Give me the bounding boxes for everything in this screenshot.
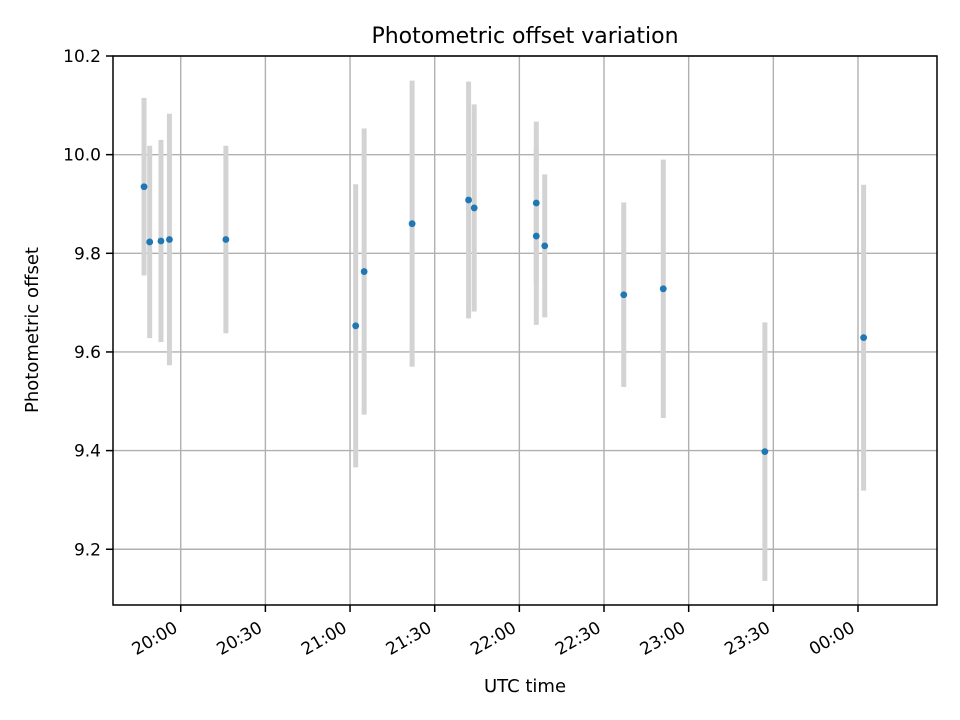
- x-tick-label: 20:30: [213, 618, 265, 660]
- y-tick-label: 9.8: [74, 244, 101, 264]
- data-point: [408, 220, 416, 228]
- data-point: [532, 199, 540, 207]
- y-tick-label: 10.2: [63, 47, 101, 67]
- data-point: [470, 204, 478, 212]
- y-tick-label: 9.4: [74, 442, 101, 462]
- data-point: [352, 322, 360, 330]
- data-point: [222, 236, 230, 243]
- x-tick-label: 22:00: [467, 618, 519, 660]
- data-point: [860, 334, 868, 342]
- tick-layer: 20:00 20:30 21:00 21:30 22:00 22:30 23:00 23:30…: [63, 47, 859, 660]
- x-tick-label: 00:00: [806, 618, 858, 660]
- data-point: [140, 183, 148, 191]
- data-point: [157, 237, 165, 245]
- y-tick-label: 9.6: [74, 343, 101, 363]
- data-point: [146, 238, 154, 246]
- x-tick-label: 21:30: [383, 618, 435, 660]
- x-tick-label: 22:30: [552, 618, 604, 660]
- data-point: [659, 285, 667, 293]
- grid-layer: [113, 55, 937, 605]
- data-point: [360, 268, 368, 275]
- data-point: [541, 242, 549, 250]
- x-tick-label: 23:30: [721, 618, 773, 660]
- errorbar-layer: [141, 80, 867, 581]
- y-tick-label: 10.0: [63, 146, 101, 166]
- data-point: [761, 448, 769, 455]
- point-layer: [140, 183, 868, 455]
- x-tick-label: 21:00: [298, 618, 350, 660]
- data-point: [532, 232, 540, 240]
- y-axis-label: Photometric offset: [22, 247, 43, 413]
- data-point: [166, 236, 173, 243]
- x-axis-label: UTC time: [484, 676, 566, 697]
- data-point: [465, 196, 472, 204]
- y-tick-label: 9.2: [74, 540, 101, 560]
- x-tick-label: 20:00: [129, 618, 181, 660]
- x-tick-label: 23:00: [637, 618, 689, 660]
- chart-title: Photometric offset variation: [371, 24, 678, 49]
- plot-frame: [112, 55, 938, 606]
- data-point: [620, 291, 628, 299]
